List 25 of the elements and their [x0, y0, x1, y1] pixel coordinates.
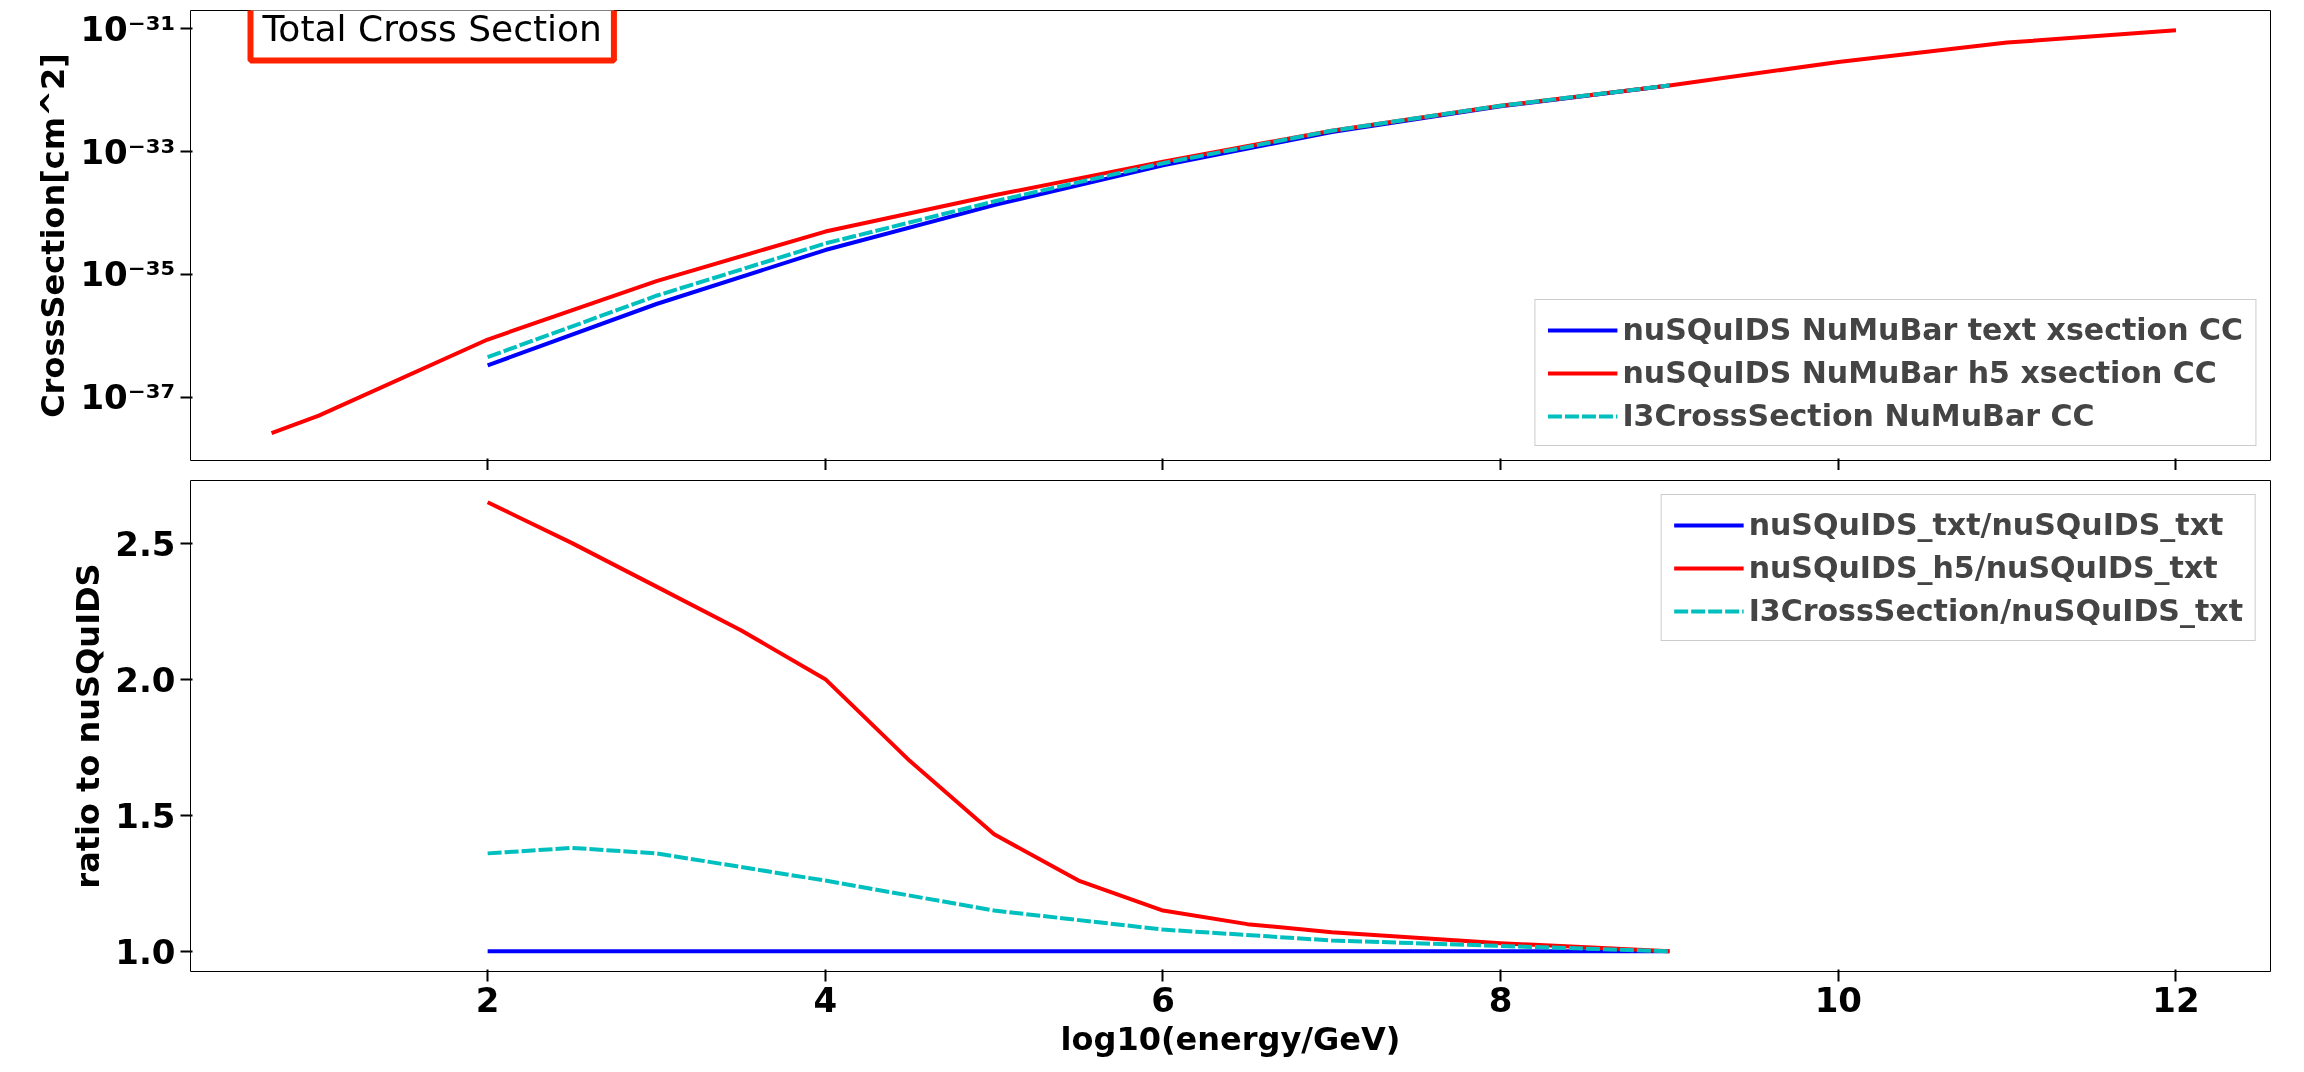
chart-title: Total Cross Section	[261, 7, 602, 49]
legend-label: nuSQuIDS NuMuBar h5 xsection CC	[1622, 355, 2217, 390]
y-tick-label: 10⁻³³	[80, 131, 176, 172]
legend-label: nuSQuIDS_h5/nuSQuIDS_txt	[1748, 550, 2218, 585]
x-tick-label: 2	[475, 979, 500, 1020]
legend-label: nuSQuIDS_txt/nuSQuIDS_txt	[1748, 507, 2224, 542]
y-tick-label: 1.5	[115, 795, 176, 836]
legend-label: nuSQuIDS NuMuBar text xsection CC	[1622, 312, 2243, 347]
x-tick-label: 6	[1151, 979, 1175, 1020]
x-tick-label: 12	[2152, 979, 2200, 1020]
y-tick-label: 10⁻³¹	[80, 8, 176, 49]
x-tick-label: 4	[813, 979, 838, 1020]
y-axis-title: ratio to nuSQuIDS	[69, 563, 108, 889]
y-tick-label: 1.0	[115, 931, 176, 972]
x-tick-label: 8	[1488, 979, 1513, 1020]
legend-label: I3CrossSection/nuSQuIDS_txt	[1748, 593, 2243, 628]
y-tick-label: 10⁻³⁵	[80, 254, 176, 295]
y-tick-label: 2.0	[115, 659, 176, 700]
line-series	[485, 500, 1672, 954]
y-tick-label: 2.5	[115, 523, 176, 564]
legend-label: I3CrossSection NuMuBar CC	[1622, 398, 2095, 433]
y-tick-label: 10⁻³⁷	[80, 377, 176, 418]
x-axis-title: log10(energy/GeV)	[1060, 1019, 1401, 1058]
y-axis-title: CrossSection[cm^2]	[34, 53, 73, 418]
x-tick-label: 10	[1814, 979, 1862, 1020]
